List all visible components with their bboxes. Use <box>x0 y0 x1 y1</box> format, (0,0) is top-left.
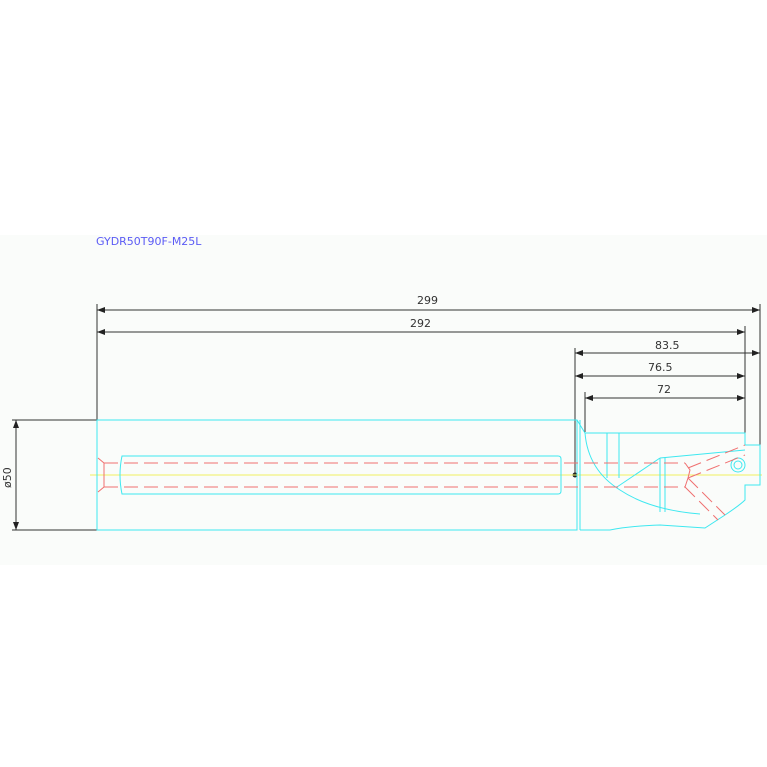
drawing-area <box>0 235 767 565</box>
dim-299-label: 299 <box>417 294 438 307</box>
hidden-coolant-channels <box>97 444 746 521</box>
dimension-lines <box>13 307 760 530</box>
dim-72-label: 72 <box>657 383 671 396</box>
dim-83-5-label: 83.5 <box>655 339 680 352</box>
dim-76-5-label: 76.5 <box>648 361 673 374</box>
dim-diameter-label: ø50 <box>1 467 14 488</box>
dim-292-label: 292 <box>410 317 431 330</box>
part-number-title: GYDR50T90F-M25L <box>96 235 202 248</box>
extension-lines <box>12 304 761 531</box>
tool-body-outline <box>96 419 761 531</box>
